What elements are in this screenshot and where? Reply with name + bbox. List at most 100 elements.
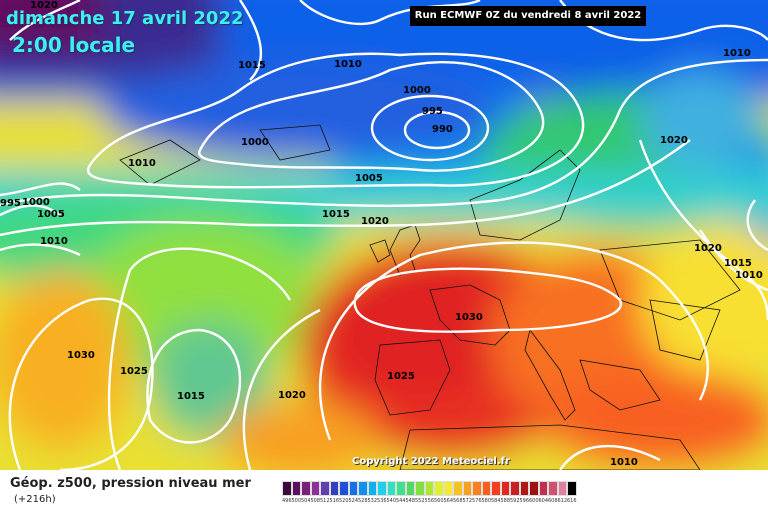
legend-swatch: 516 [329,481,339,504]
legend-swatch: 532 [367,481,377,504]
legend-swatch: 524 [348,481,358,504]
legend-swatch: 544 [396,481,406,504]
legend-swatch: 528 [358,481,368,504]
legend-swatch: 560 [434,481,444,504]
legend-value: 568 [453,498,463,504]
isobar-label: 1020 [278,390,306,401]
geopotential-field [0,0,768,470]
isobar-labels: 1020 1015 1010 1000 995 990 1000 1005 10… [0,0,763,468]
legend-swatch: 568 [453,481,463,504]
legend-swatch: 584 [491,481,501,504]
legend-swatch: 564 [443,481,453,504]
legend-value: 580 [481,498,492,504]
legend-value: 560 [434,498,444,504]
isobars [0,0,768,470]
isobar-label: 1020 [30,0,58,11]
legend-value: 508 [310,498,321,504]
isobar-label: 1010 [610,457,638,468]
color-legend: 496 500 504 508 512 516 520 524 528 532 536 540 544 5… [282,481,577,507]
isobar-label: 1025 [387,371,415,382]
isobar-label: 1010 [128,158,156,169]
legend-swatch: 540 [386,481,396,504]
legend-swatch: 508 [310,481,320,504]
isobar-label: 995 [0,198,21,209]
legend-value: 596 [519,498,530,504]
legend-value: 504 [301,498,311,504]
isobar-label: 1020 [694,243,722,254]
isobar-label: 1020 [361,216,389,227]
isobar-label: 1030 [455,312,483,323]
isobar-label: 1005 [355,173,383,184]
legend-value: 564 [443,498,454,504]
isobar-label: 1000 [22,197,50,208]
isobar-label: 1015 [322,209,350,220]
legend-value: 532 [367,498,378,504]
legend-swatch: 520 [339,481,349,504]
isobar-label: 1030 [67,350,95,361]
legend-value: 516 [329,498,340,504]
legend-swatch: 616 [567,481,577,504]
legend-value: 588 [500,498,511,504]
legend-value: 600 [529,498,539,504]
legend-value: 612 [557,498,568,504]
legend-swatch: 500 [291,481,301,504]
legend-swatch: 536 [377,481,387,504]
isobar-label: 1010 [735,270,763,281]
legend-swatch: 576 [472,481,482,504]
legend-swatch: 496 [282,481,292,504]
legend-swatch: 504 [301,481,311,504]
legend-swatch: 608 [548,481,558,504]
forecast-range: (+216h) [14,494,56,505]
legend-value: 572 [462,498,473,504]
legend-value: 576 [472,498,482,504]
legend-value: 528 [358,498,368,504]
isobar-label: 1000 [403,85,431,96]
legend-value: 524 [348,498,359,504]
forecast-date: dimanche 17 avril 2022 [6,8,244,29]
legend-value: 584 [491,498,501,504]
legend-value: 548 [405,498,416,504]
legend-value: 500 [291,498,302,504]
legend-value: 592 [510,498,520,504]
legend-value: 520 [339,498,349,504]
isobar-label: 995 [422,106,443,117]
legend-swatch: 552 [415,481,425,504]
legend-swatch: 588 [500,481,510,504]
legend-value: 552 [415,498,425,504]
isobar-label: 1025 [120,366,148,377]
legend-swatch: 572 [462,481,472,504]
isobar-label: 1015 [724,258,752,269]
copyright: Copyright 2022 Meteociel.fr [352,456,510,467]
legend-value: 556 [424,498,435,504]
legend-swatch: 556 [424,481,434,504]
model-run-label: Run ECMWF 0Z du vendredi 8 avril 2022 [410,6,646,26]
legend-value: 544 [396,498,406,504]
isobar-label: 1015 [177,391,205,402]
legend-swatch: 548 [405,481,415,504]
isobar-label: 1000 [241,137,269,148]
legend-swatch: 596 [519,481,529,504]
legend-swatch: 600 [529,481,539,504]
geopotential-map: 1020 1015 1010 1000 995 990 1000 1005 10… [0,0,768,470]
legend-value: 540 [386,498,397,504]
legend-swatch: 592 [510,481,520,504]
forecast-time: 2:00 locale [12,33,136,57]
legend-swatch: 512 [320,481,330,504]
legend-value: 616 [567,498,577,504]
isobar-label: 1010 [334,59,362,70]
isobar-label: 1005 [37,209,65,220]
legend-swatch: 612 [557,481,567,504]
isobar-label: 1010 [723,48,751,59]
legend-swatch: 580 [481,481,491,504]
legend-value: 496 [282,498,292,504]
legend-value: 512 [320,498,330,504]
isobar-label: 1015 [238,60,266,71]
legend-swatch: 604 [538,481,548,504]
legend-value: 604 [538,498,549,504]
isobar-label: 1010 [40,236,68,247]
map-title: Géop. z500, pression niveau mer [10,476,251,491]
isobar-label: 1020 [660,135,688,146]
legend-value: 536 [377,498,387,504]
legend-value: 608 [548,498,558,504]
